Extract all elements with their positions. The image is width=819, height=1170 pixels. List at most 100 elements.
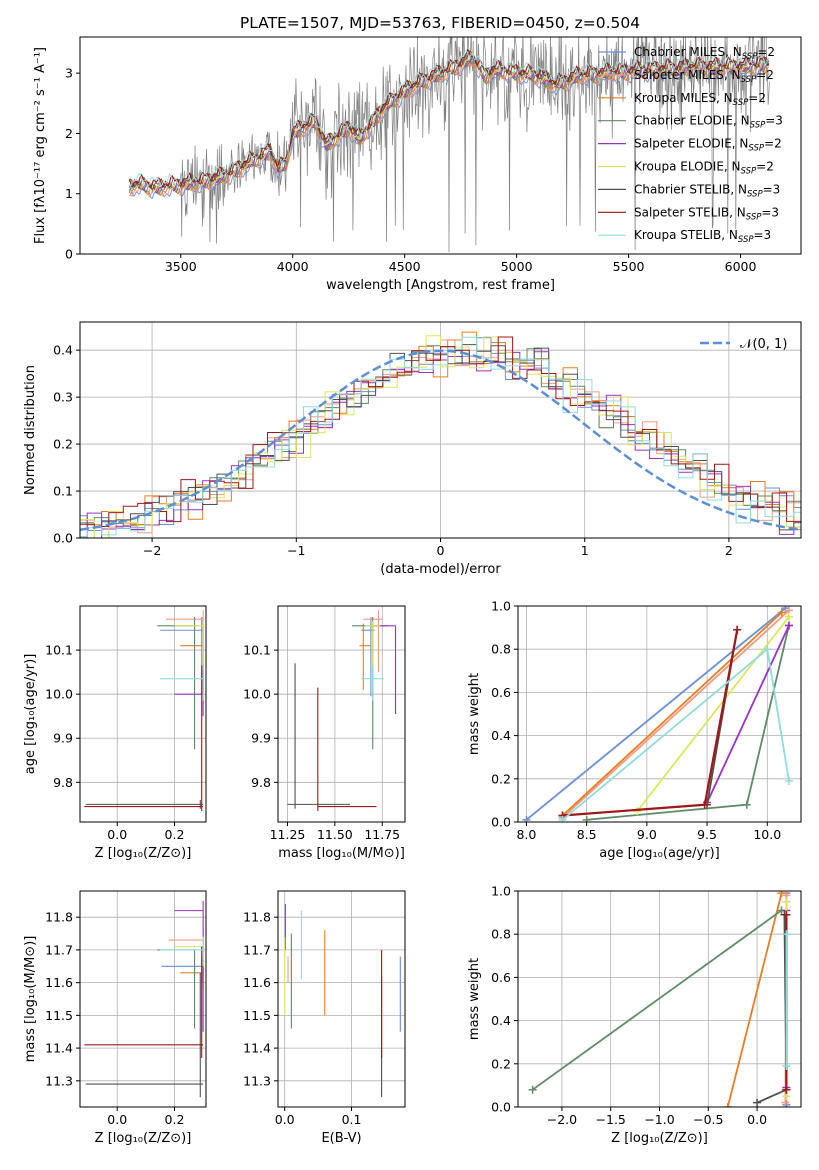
legend: 𝒩(0, 1) (700, 337, 787, 352)
model-spectrum (128, 49, 770, 192)
weight-series (782, 930, 791, 1070)
weight-marker (558, 815, 567, 822)
y-tick-label: 3 (65, 66, 73, 81)
weight-marker (522, 815, 531, 822)
grid (278, 606, 405, 822)
weight-marker (784, 612, 793, 621)
grid (80, 606, 206, 822)
error-bar-point (180, 623, 204, 690)
weight-marker (782, 910, 791, 919)
x-tick-label: 8.5 (577, 827, 597, 842)
axes-frame: −2.0 −1.5 −1.0 −0.5 0.0 0.0 0.2 0.4 0.6 0.8 1.0 Z [… (467, 884, 802, 1146)
plot-age-vs-mass: 11.25 11.50 11.75 9.8 9.9 10.0 10.1 mass [log₁₀… (243, 605, 406, 861)
y-tick-label: 0.8 (491, 927, 511, 942)
x-tick-label: 0.0 (107, 1112, 127, 1127)
x-tick-label: −1 (287, 543, 305, 558)
x-tick-label: 6000 (725, 259, 757, 274)
x-tick-label: 4000 (277, 259, 309, 274)
grid (80, 891, 206, 1107)
y-tick-label: 0 (65, 247, 73, 262)
weight-marker (582, 815, 591, 822)
x-axis-label: Z [log₁₀(Z/Z⊙)] (95, 846, 192, 861)
x-tick-label: 0.0 (275, 1112, 295, 1127)
plot-area (84, 900, 204, 1098)
y-tick-label: 10.1 (45, 643, 73, 658)
weight-marker (723, 1103, 732, 1107)
y-tick-label: 0.0 (53, 531, 73, 546)
weight-marker (528, 1085, 537, 1094)
y-tick-label: 0.3 (53, 390, 73, 405)
model-spectrum (128, 49, 770, 188)
plot-area (84, 610, 204, 811)
x-tick-label: 3500 (165, 259, 197, 274)
error-bar-point (287, 663, 351, 809)
x-tick-label: 0.2 (165, 827, 185, 842)
axes-frame: 0.0 0.1 11.3 11.4 11.5 11.6 11.7 11.8 E(B-V) (243, 890, 406, 1146)
y-tick-label: 1 (65, 186, 73, 201)
y-tick-label: 11.6 (243, 975, 271, 990)
error-bar-point (180, 959, 204, 990)
error-bar-point (370, 625, 397, 714)
x-axis-label: (data-model)/error (380, 562, 501, 577)
y-tick-label: 1.0 (491, 884, 511, 899)
weight-marker (784, 776, 793, 785)
legend-entry: Kroupa ELODIE, NSSP=2 (634, 160, 774, 177)
error-bar-point (168, 927, 204, 954)
y-tick-label: 11.8 (45, 910, 73, 925)
y-tick-label: 11.5 (243, 1008, 271, 1023)
weight-marker (777, 608, 786, 617)
error-bar-point (174, 663, 204, 717)
x-tick-label: 11.25 (270, 827, 306, 842)
weight-marker (782, 930, 791, 939)
y-tick-label: 0.6 (491, 685, 511, 700)
legend-entry: Salpeter STELIB, NSSP=3 (634, 205, 779, 222)
legend-entry: Salpeter MILES, NSSP=2 (634, 68, 774, 85)
y-tick-label: 0.0 (491, 1100, 511, 1115)
weight-series (558, 645, 793, 822)
x-axis-label: Z [log₁₀(Z/Z⊙)] (611, 1131, 708, 1146)
y-tick-label: 11.4 (45, 1041, 73, 1056)
plot-mass-vs-EBV: 0.0 0.1 11.3 11.4 11.5 11.6 11.7 11.8 E(B-V) (243, 890, 406, 1146)
x-axis-label: E(B-V) (321, 1131, 361, 1146)
legend-entry: Kroupa STELIB, NSSP=3 (634, 228, 771, 245)
error-bar-point (174, 621, 204, 670)
weight-marker (700, 800, 709, 809)
error-bar-point (361, 665, 385, 701)
legend: Chabrier MILES, NSSP=2 Salpeter MILES, NS… (598, 45, 783, 245)
y-tick-label: 9.8 (53, 775, 73, 790)
y-axis-label: age [log₁₀(age/yr)] (23, 654, 38, 775)
error-bar-point (174, 936, 204, 967)
y-tick-label: 9.8 (251, 775, 271, 790)
error-bar-point (84, 946, 204, 1058)
y-tick-label: 1.0 (491, 599, 511, 614)
residual-histogram (80, 331, 801, 531)
y-tick-label: 11.6 (45, 975, 73, 990)
x-tick-label: 0.1 (342, 1112, 362, 1127)
x-tick-label: 9.5 (697, 827, 717, 842)
error-bar-point (161, 956, 204, 983)
weight-marker (733, 625, 742, 634)
y-axis-label: mass weight (467, 673, 482, 755)
weight-marker (782, 897, 791, 906)
x-tick-label: 1 (581, 543, 589, 558)
residual-histogram (80, 335, 801, 538)
plot-area (80, 331, 801, 538)
y-tick-label: 0.0 (491, 815, 511, 830)
residual-histogram (80, 336, 801, 538)
y-tick-label: 0.4 (491, 1013, 511, 1028)
weight-marker (784, 621, 793, 630)
error-bar-point (365, 621, 381, 670)
y-tick-label: 11.3 (45, 1073, 73, 1088)
x-tick-label: 11.50 (317, 827, 353, 842)
x-axis-label: wavelength [Angstrom, rest frame] (326, 278, 555, 293)
x-tick-label: 8.0 (516, 827, 536, 842)
error-bar-point (160, 665, 204, 701)
weight-series (558, 625, 742, 820)
y-tick-label: 0.6 (491, 970, 511, 985)
y-tick-label: 2 (65, 126, 73, 141)
y-tick-label: 9.9 (251, 731, 271, 746)
x-tick-label: 4500 (389, 259, 421, 274)
plot-residuals: −2 −1 0 1 2 0.0 0.1 0.2 0.3 0.4 (data-model)/error… (23, 321, 802, 577)
weight-marker (753, 1098, 762, 1107)
